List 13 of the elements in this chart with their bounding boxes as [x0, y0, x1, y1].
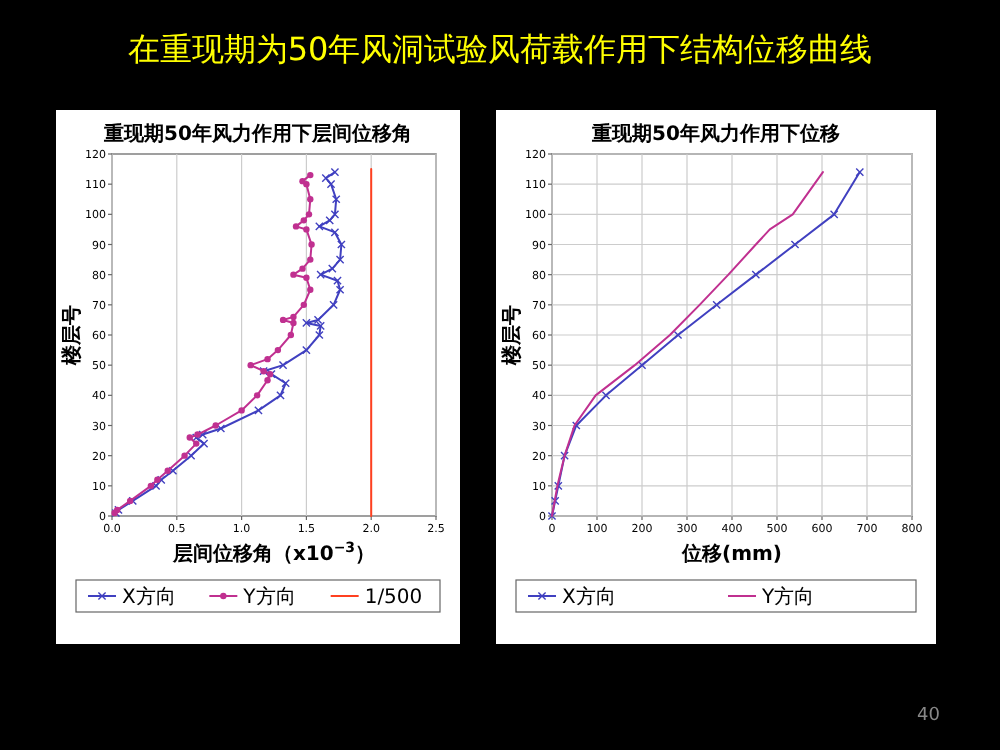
legend-label: X方向	[562, 585, 616, 609]
chart-title: 重现期50年风力作用下层间位移角	[102, 122, 412, 146]
legend-label: Y方向	[760, 585, 815, 609]
y-axis-title: 楼层号	[500, 305, 524, 367]
x-axis-title: 层间位移角（x10$^{−3}$）	[170, 540, 376, 566]
text: 40	[917, 706, 941, 726]
legend-label: X方向	[122, 585, 176, 609]
legend-label: 1/500	[364, 587, 423, 609]
y-axis-title: 楼层号	[60, 305, 84, 367]
text: 在重现期为50年风洞试验风荷载作用下结构位移曲线	[127, 30, 873, 68]
x-axis-title: 位移(mm)	[680, 542, 782, 566]
chart-title: 重现期50年风力作用下位移	[590, 122, 840, 146]
legend-label: Y方向	[241, 585, 296, 609]
